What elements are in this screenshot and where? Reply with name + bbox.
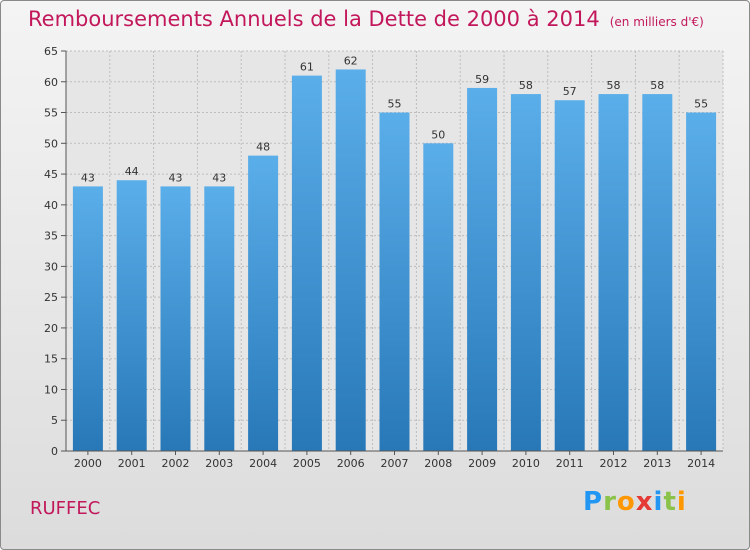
labels-layer: 0 5 10 15 20 25 30 35 40 45 50 55 60 65 43 2000 44 2001 43… — [44, 45, 715, 470]
proxiti-logo: Proxiti — [583, 487, 687, 517]
x-tick-label: 2009 — [468, 457, 496, 470]
bar-2014 — [686, 112, 717, 452]
bar-2003 — [204, 186, 235, 451]
x-tick-label: 2013 — [643, 457, 671, 470]
bar-2009 — [467, 87, 498, 451]
bar-value-label: 43 — [81, 171, 95, 184]
y-tick-label: 0 — [51, 445, 58, 458]
logo-letter: t — [663, 487, 677, 517]
y-tick-label: 40 — [44, 199, 58, 212]
x-tick-label: 2002 — [162, 457, 190, 470]
y-tick-label: 50 — [44, 137, 58, 150]
x-tick-label: 2004 — [249, 457, 277, 470]
chart-subtitle: (en milliers d'€) — [609, 15, 704, 29]
y-tick-label: 20 — [44, 322, 58, 335]
y-tick-label: 10 — [44, 383, 58, 396]
bar-2007 — [379, 112, 410, 452]
commune-name: RUFFEC — [30, 498, 101, 519]
logo-letter: i — [676, 487, 687, 517]
bar-2000 — [72, 186, 103, 451]
bar-value-label: 55 — [694, 98, 708, 111]
bar-value-label: 62 — [344, 54, 358, 67]
y-tick-label: 15 — [44, 353, 58, 366]
y-tick-label: 35 — [44, 230, 58, 243]
bar-value-label: 59 — [475, 73, 489, 86]
bar-value-label: 58 — [607, 79, 621, 92]
x-tick-label: 2003 — [205, 457, 233, 470]
bar-2006 — [335, 69, 366, 451]
bar-2010 — [510, 94, 541, 452]
bar-value-label: 58 — [650, 79, 664, 92]
bar-value-label: 44 — [125, 165, 139, 178]
bar-2012 — [598, 94, 629, 452]
bar-value-label: 43 — [169, 171, 183, 184]
y-tick-label: 45 — [44, 168, 58, 181]
bar-value-label: 43 — [212, 171, 226, 184]
y-tick-label: 30 — [44, 260, 58, 273]
logo-letter: P — [583, 487, 604, 517]
x-tick-label: 2010 — [512, 457, 540, 470]
y-tick-label: 60 — [44, 76, 58, 89]
chart-title-text: Remboursements Annuels de la Dette de 20… — [28, 7, 600, 31]
bar-2004 — [248, 155, 279, 451]
bar-value-label: 48 — [256, 141, 270, 154]
y-tick-label: 55 — [44, 107, 58, 120]
x-tick-label: 2014 — [687, 457, 715, 470]
x-tick-label: 2007 — [381, 457, 409, 470]
x-tick-label: 2011 — [556, 457, 584, 470]
x-tick-label: 2008 — [424, 457, 452, 470]
bar-value-label: 50 — [431, 128, 445, 141]
bar-2008 — [423, 143, 454, 452]
axis-layer — [61, 50, 723, 455]
bar-2013 — [642, 94, 673, 452]
bar-2011 — [554, 100, 585, 451]
logo-letter: o — [616, 487, 636, 517]
x-tick-label: 2001 — [118, 457, 146, 470]
chart-title: Remboursements Annuels de la Dette de 20… — [28, 7, 704, 31]
logo-letter: i — [653, 487, 664, 517]
x-tick-label: 2005 — [293, 457, 321, 470]
x-tick-label: 2000 — [74, 457, 102, 470]
bar-2002 — [160, 186, 191, 451]
bar-2001 — [116, 180, 147, 451]
bar-value-label: 55 — [388, 98, 402, 111]
x-tick-label: 2006 — [337, 457, 365, 470]
x-tick-label: 2012 — [600, 457, 628, 470]
y-tick-label: 25 — [44, 291, 58, 304]
y-tick-label: 5 — [51, 414, 58, 427]
logo-letter: r — [603, 487, 617, 517]
y-tick-label: 65 — [44, 45, 58, 58]
logo-letter: x — [635, 487, 654, 517]
bars-layer — [72, 69, 717, 452]
bar-value-label: 61 — [300, 61, 314, 74]
bar-2005 — [291, 75, 322, 451]
bar-value-label: 57 — [563, 85, 577, 98]
bar-value-label: 58 — [519, 79, 533, 92]
